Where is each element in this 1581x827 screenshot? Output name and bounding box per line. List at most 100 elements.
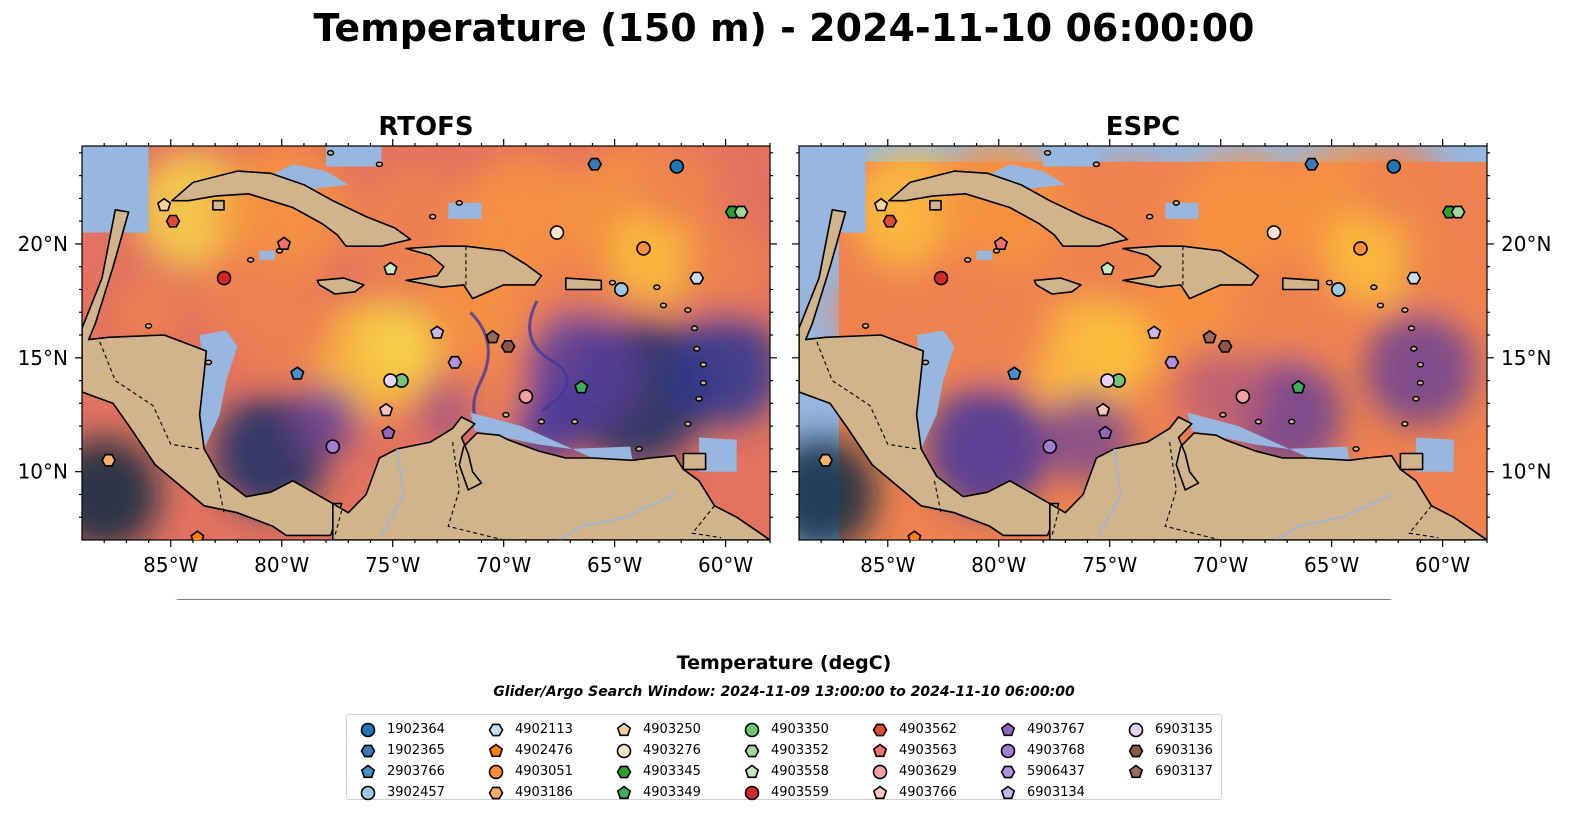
map-frame-espc [798, 145, 1488, 541]
lon-tick-label: 85°W [860, 553, 915, 577]
legend-label: 4903250 [643, 722, 701, 737]
float-marker-2903766 [290, 366, 305, 380]
legend-marker-4903349 [616, 785, 632, 799]
float-marker-4903349 [1291, 379, 1306, 394]
float-marker-4903766 [378, 402, 394, 417]
float-marker-4902113 [689, 271, 705, 285]
legend-label: 1902365 [387, 743, 445, 758]
legend-marker-2903766 [360, 764, 376, 778]
float-marker-4903051 [636, 241, 651, 256]
legend-label: 4903051 [515, 764, 573, 779]
legend-label: 4903350 [771, 722, 829, 737]
float-marker-1902365 [1304, 157, 1320, 171]
legend-label: 4903768 [1027, 743, 1085, 758]
legend-marker-4903562 [872, 723, 888, 736]
float-marker-4903051 [1353, 241, 1368, 256]
legend-item: 4903350 [743, 719, 829, 740]
legend-item: 5906437 [999, 761, 1085, 782]
legend-label: 6903134 [1027, 785, 1085, 800]
legend-marker-4903766 [872, 785, 888, 799]
lon-tick-label: 70°W [1193, 553, 1248, 577]
float-marker-4902113 [1406, 271, 1422, 285]
legend-item: 4903768 [999, 740, 1085, 761]
legend-label: 4903629 [899, 764, 957, 779]
legend-label: 4903766 [899, 785, 957, 800]
float-marker-4903767 [381, 425, 396, 440]
figure-title: Temperature (150 m) - 2024-11-10 06:00:0… [313, 6, 1255, 50]
legend-column: 1902364 1902365 2903766 3902457 [359, 719, 445, 803]
float-marker-4903766 [1095, 402, 1111, 417]
legend-column: 4903562 4903563 4903629 4903766 [871, 719, 957, 803]
legend-column: 6903135 6903136 6903137 [1127, 719, 1213, 782]
legend-marker-4903250 [616, 722, 632, 736]
lon-tick-label: 60°W [1415, 553, 1470, 577]
legend-item: 4903766 [871, 782, 957, 803]
legend-label: 6903137 [1155, 764, 1213, 779]
legend-item: 4903767 [999, 719, 1085, 740]
legend-marker-4903768 [1000, 743, 1016, 758]
legend-label: 1902364 [387, 722, 445, 737]
float-marker-4903250 [873, 197, 889, 212]
legend-item: 4903276 [615, 740, 701, 761]
legend-item: 4903186 [487, 782, 573, 803]
float-marker-4903629 [1235, 389, 1251, 404]
legend-label: 4903559 [771, 785, 829, 800]
map-panels: 85°W 80°W 75°W 70°W 65°W 60°W 10°N 15°N 20°N 85°W… [18, 139, 1551, 600]
float-marker-4903768 [325, 439, 341, 454]
float-marker-4903186 [101, 453, 117, 467]
legend-item: 4903558 [743, 761, 829, 782]
float-marker-4903186 [818, 453, 834, 467]
float-marker-5906437 [1164, 355, 1180, 369]
legend-label: 6903136 [1155, 743, 1213, 758]
legend-marker-4903558 [744, 764, 760, 778]
float-marker-6903136 [1217, 339, 1233, 353]
legend-label: 6903135 [1155, 722, 1213, 737]
legend-label: 4902113 [515, 722, 573, 737]
float-marker-4903558 [1100, 261, 1115, 276]
legend-marker-4903559 [744, 785, 760, 800]
legend-label: 5906437 [1027, 764, 1085, 779]
colorbar-label: Temperature (degC) [676, 652, 892, 674]
legend-label: 2903766 [387, 764, 445, 779]
legend-item: 6903134 [999, 782, 1085, 803]
legend-marker-6903136 [1128, 744, 1144, 757]
legend-label: 4903345 [643, 764, 701, 779]
legend-marker-4902113 [488, 723, 504, 736]
legend-item: 1902365 [359, 740, 445, 761]
float-marker-6903137 [485, 329, 500, 344]
lon-tick-label: 70°W [476, 553, 531, 577]
legend-label: 4903562 [899, 722, 957, 737]
legend-marker-5906437 [1000, 765, 1016, 778]
legend-marker-6903134 [1000, 785, 1016, 799]
float-marker-4903250 [156, 197, 172, 212]
legend-item: 6903137 [1127, 761, 1213, 782]
lat-tick-label: 10°N [1501, 460, 1551, 484]
float-marker-3902457 [1331, 282, 1346, 297]
legend-column: 4903250 4903276 4903345 4903349 [615, 719, 701, 803]
float-marker-4902476 [907, 530, 922, 540]
lon-tick-label: 65°W [587, 553, 642, 577]
float-marker-4903559 [216, 270, 232, 286]
float-marker-4903276 [1266, 225, 1282, 240]
float-legend: 1902364 1902365 2903766 3902457 4902113 49024… [346, 714, 1222, 800]
legend-marker-4903345 [616, 765, 632, 778]
legend-column: 4903350 4903352 4903558 4903559 [743, 719, 829, 803]
lat-tick-label: 10°N [18, 460, 68, 484]
legend-marker-4902476 [488, 743, 504, 757]
float-marker-1902364 [1386, 159, 1402, 174]
legend-label: 3902457 [387, 785, 445, 800]
float-marker-6903135 [383, 373, 398, 388]
float-marker-4903767 [1098, 425, 1113, 440]
lat-tick-label: 15°N [18, 346, 68, 370]
legend-marker-4903563 [872, 743, 888, 757]
map-espc [799, 146, 1487, 540]
legend-label: 4903352 [771, 743, 829, 758]
legend-item: 6903135 [1127, 719, 1213, 740]
legend-label: 4902476 [515, 743, 573, 758]
legend-label: 4903349 [643, 785, 701, 800]
legend-marker-3902457 [360, 785, 376, 800]
float-marker-4903352 [733, 205, 749, 219]
lon-tick-label: 75°W [1082, 553, 1137, 577]
lon-tick-label: 80°W [254, 553, 309, 577]
float-marker-4903559 [933, 270, 949, 286]
